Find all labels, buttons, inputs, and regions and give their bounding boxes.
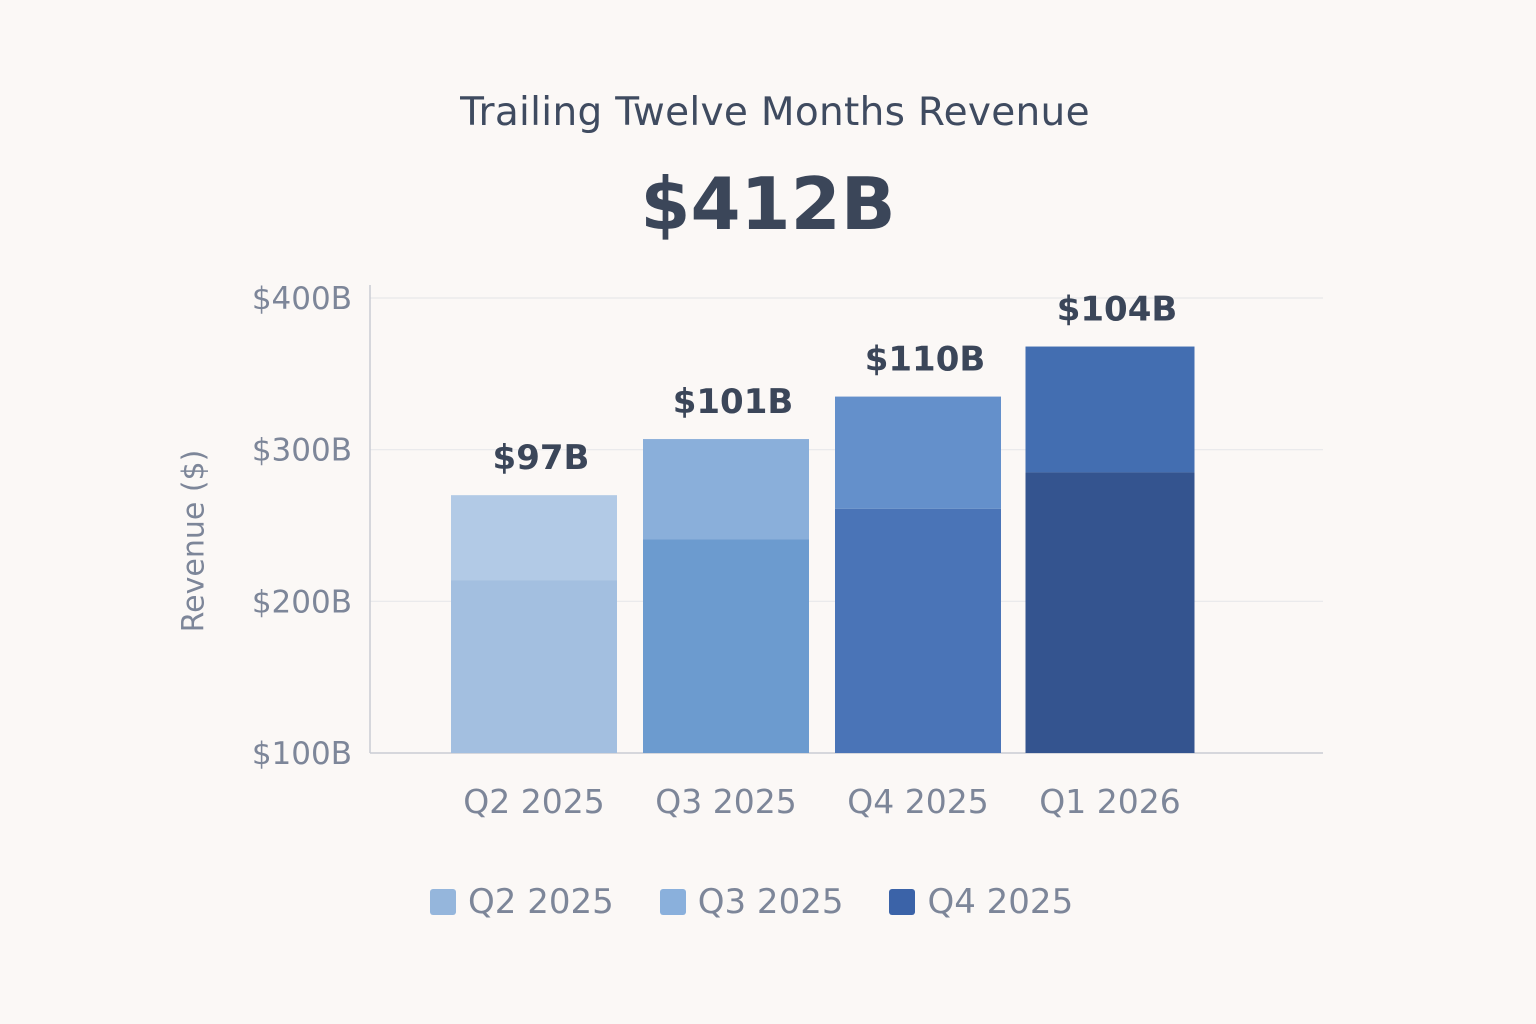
y-tick-label: $100B — [252, 736, 352, 772]
bar — [643, 539, 809, 753]
y-tick-label: $300B — [252, 433, 352, 469]
legend: Q2 2025 Q3 2025 Q4 2025 — [430, 880, 1119, 924]
bar-upper-segment — [643, 439, 809, 540]
legend-label: Q4 2025 — [927, 882, 1074, 922]
data-label: $97B — [493, 438, 590, 478]
bar — [1025, 472, 1195, 753]
bar-upper-segment — [835, 396, 1001, 509]
y-tick-label: $400B — [252, 281, 352, 317]
bar-upper-segment — [1025, 346, 1195, 473]
legend-swatch-q2-2025 — [430, 889, 456, 915]
chart-title: Trailing Twelve Months Revenue — [460, 90, 1090, 135]
legend-item-q2-2025: Q2 2025 — [430, 882, 614, 922]
x-tick-label: Q4 2025 — [847, 782, 988, 821]
legend-swatch-q4-2025 — [889, 889, 916, 915]
data-label: $110B — [865, 340, 986, 380]
bar-upper-segment — [451, 495, 617, 581]
y-tick-label: $200B — [252, 584, 352, 620]
x-tick-label: Q3 2025 — [655, 782, 796, 821]
legend-label: Q2 2025 — [468, 882, 614, 922]
total-revenue: $412B — [640, 162, 896, 246]
x-tick-label: Q2 2025 — [463, 782, 604, 821]
legend-item-q3-2025: Q3 2025 — [659, 882, 844, 922]
legend-swatch-q3-2025 — [659, 889, 686, 915]
data-label: $101B — [673, 382, 794, 422]
data-label: $104B — [1057, 290, 1178, 330]
x-tick-label: Q1 2026 — [1039, 782, 1180, 821]
legend-label: Q3 2025 — [697, 882, 844, 922]
bar — [451, 580, 617, 753]
bar — [835, 508, 1001, 753]
legend-item-q4-2025: Q4 2025 — [889, 882, 1073, 922]
